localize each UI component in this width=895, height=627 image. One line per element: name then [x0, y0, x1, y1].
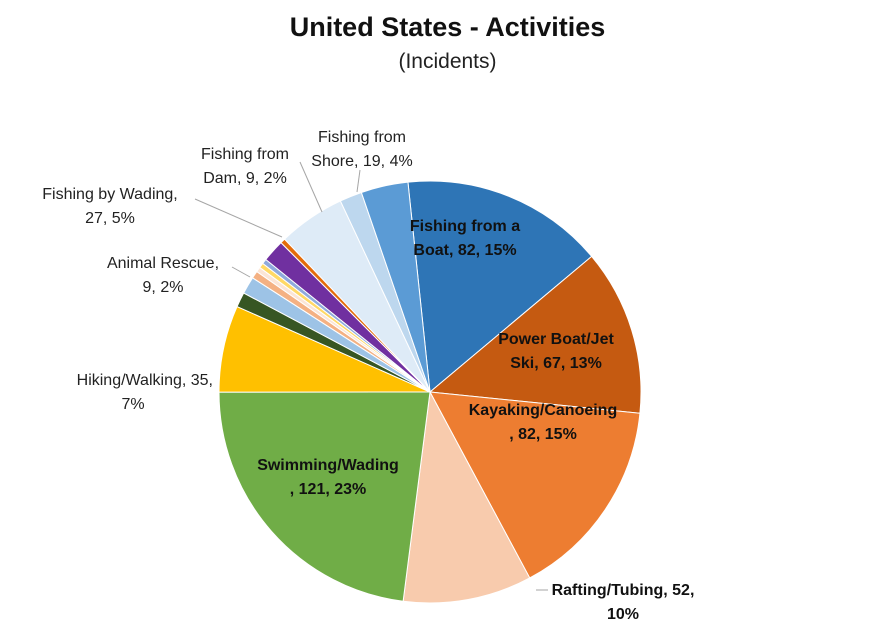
- data-label-fishing-from-dam-line-1: Fishing from: [201, 146, 289, 163]
- leader-line-fishing-from-dam: [299, 161, 323, 213]
- pie-slice-fishing-from-shore: [360, 181, 431, 393]
- data-label-kayaking-canoeing-line-2: , 82, 15%: [509, 426, 577, 443]
- pie-slices: [218, 180, 642, 604]
- data-label-animal-rescue-line-2: 9, 2%: [143, 279, 184, 296]
- data-label-fishing-from-a-boat-line-1: Fishing from a: [410, 218, 520, 235]
- data-label-kayaking-canoeing-line-1: Kayaking/Canoeing: [469, 402, 617, 419]
- leader-lines: [194, 161, 548, 591]
- chart-subtitle: (Incidents): [398, 50, 497, 73]
- data-label-swimming-wading-line-2: , 121, 23%: [290, 481, 367, 498]
- data-label-hiking-walking-line-1: Hiking/Walking, 35,: [77, 372, 213, 389]
- data-label-fishing-by-wading-line-2: 27, 5%: [85, 210, 135, 227]
- data-label-fishing-by-wading-line-1: Fishing by Wading,: [42, 186, 177, 203]
- data-label-rafting-tubing-line-2: 10%: [607, 606, 639, 623]
- chart-title: United States - Activities: [289, 12, 606, 42]
- data-label-power-boat-jet-ski-line-2: Ski, 67, 13%: [510, 355, 602, 372]
- data-label-swimming-wading-line-1: Swimming/Wading: [257, 457, 399, 474]
- data-label-rafting-tubing-line-1: Rafting/Tubing, 52,: [552, 582, 695, 599]
- pie-slice-kayaking-canoeing: [429, 391, 641, 579]
- data-label-fishing-from-a-boat-line-2: Boat, 82, 15%: [413, 242, 516, 259]
- data-label-animal-rescue-line-1: Animal Rescue,: [107, 255, 219, 272]
- leader-line-fishing-by-wading: [194, 198, 283, 238]
- pie-slice-fishing-from-a-boat: [407, 180, 593, 393]
- leader-line-fishing-from-shore: [356, 169, 361, 193]
- data-label-hiking-walking-line-2: 7%: [121, 396, 144, 413]
- data-label-fishing-from-shore-line-2: Shore, 19, 4%: [311, 153, 412, 170]
- pie-data-labels: Fishing from a Boat, 82, 15% Power Boat/Je…: [42, 129, 694, 623]
- pie-slice-swimming-wading: [218, 391, 431, 602]
- data-label-fishing-from-shore-line-1: Fishing from: [318, 129, 406, 146]
- pie-slice-power-boat-jet-ski: [428, 255, 642, 414]
- pie-slice-rafting-tubing: [402, 390, 531, 604]
- data-label-power-boat-jet-ski-line-1: Power Boat/Jet: [498, 331, 614, 348]
- data-label-fishing-from-dam-line-2: Dam, 9, 2%: [203, 170, 287, 187]
- leader-line-animal-rescue: [231, 266, 251, 278]
